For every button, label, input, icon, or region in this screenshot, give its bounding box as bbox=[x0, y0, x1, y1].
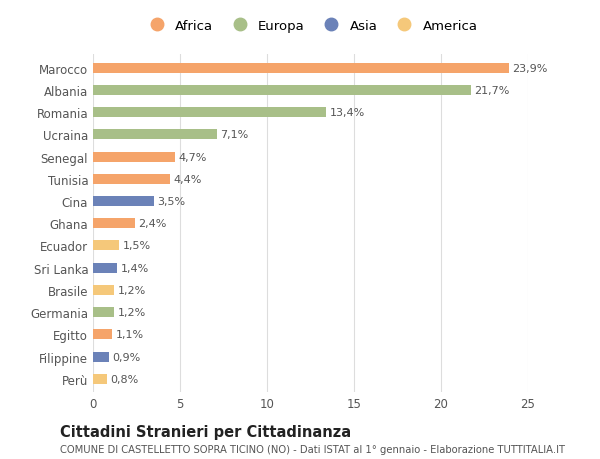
Bar bbox=[93, 174, 170, 185]
Bar bbox=[93, 330, 112, 340]
Bar bbox=[93, 263, 118, 273]
Text: 7,1%: 7,1% bbox=[220, 130, 248, 140]
Bar bbox=[93, 308, 114, 318]
Text: 0,8%: 0,8% bbox=[110, 374, 139, 384]
Text: 1,2%: 1,2% bbox=[118, 308, 146, 318]
Text: 1,2%: 1,2% bbox=[118, 285, 146, 295]
Text: 1,1%: 1,1% bbox=[116, 330, 144, 340]
Bar bbox=[93, 285, 114, 295]
Text: 1,5%: 1,5% bbox=[122, 241, 151, 251]
Bar bbox=[93, 352, 109, 362]
Bar bbox=[93, 130, 217, 140]
Bar bbox=[93, 85, 470, 95]
Legend: Africa, Europa, Asia, America: Africa, Europa, Asia, America bbox=[138, 14, 483, 38]
Text: 1,4%: 1,4% bbox=[121, 263, 149, 273]
Text: 2,4%: 2,4% bbox=[138, 219, 167, 229]
Bar bbox=[93, 374, 107, 384]
Bar bbox=[93, 63, 509, 73]
Bar bbox=[93, 108, 326, 118]
Text: 23,9%: 23,9% bbox=[512, 63, 548, 73]
Text: 21,7%: 21,7% bbox=[474, 85, 509, 95]
Text: 0,9%: 0,9% bbox=[112, 352, 140, 362]
Text: 3,5%: 3,5% bbox=[157, 196, 185, 207]
Text: 13,4%: 13,4% bbox=[329, 108, 365, 118]
Text: COMUNE DI CASTELLETTO SOPRA TICINO (NO) - Dati ISTAT al 1° gennaio - Elaborazion: COMUNE DI CASTELLETTO SOPRA TICINO (NO) … bbox=[60, 444, 565, 454]
Text: Cittadini Stranieri per Cittadinanza: Cittadini Stranieri per Cittadinanza bbox=[60, 425, 351, 440]
Text: 4,4%: 4,4% bbox=[173, 174, 202, 185]
Text: 4,7%: 4,7% bbox=[178, 152, 206, 162]
Bar bbox=[93, 152, 175, 162]
Bar bbox=[93, 219, 135, 229]
Bar bbox=[93, 241, 119, 251]
Bar bbox=[93, 196, 154, 207]
